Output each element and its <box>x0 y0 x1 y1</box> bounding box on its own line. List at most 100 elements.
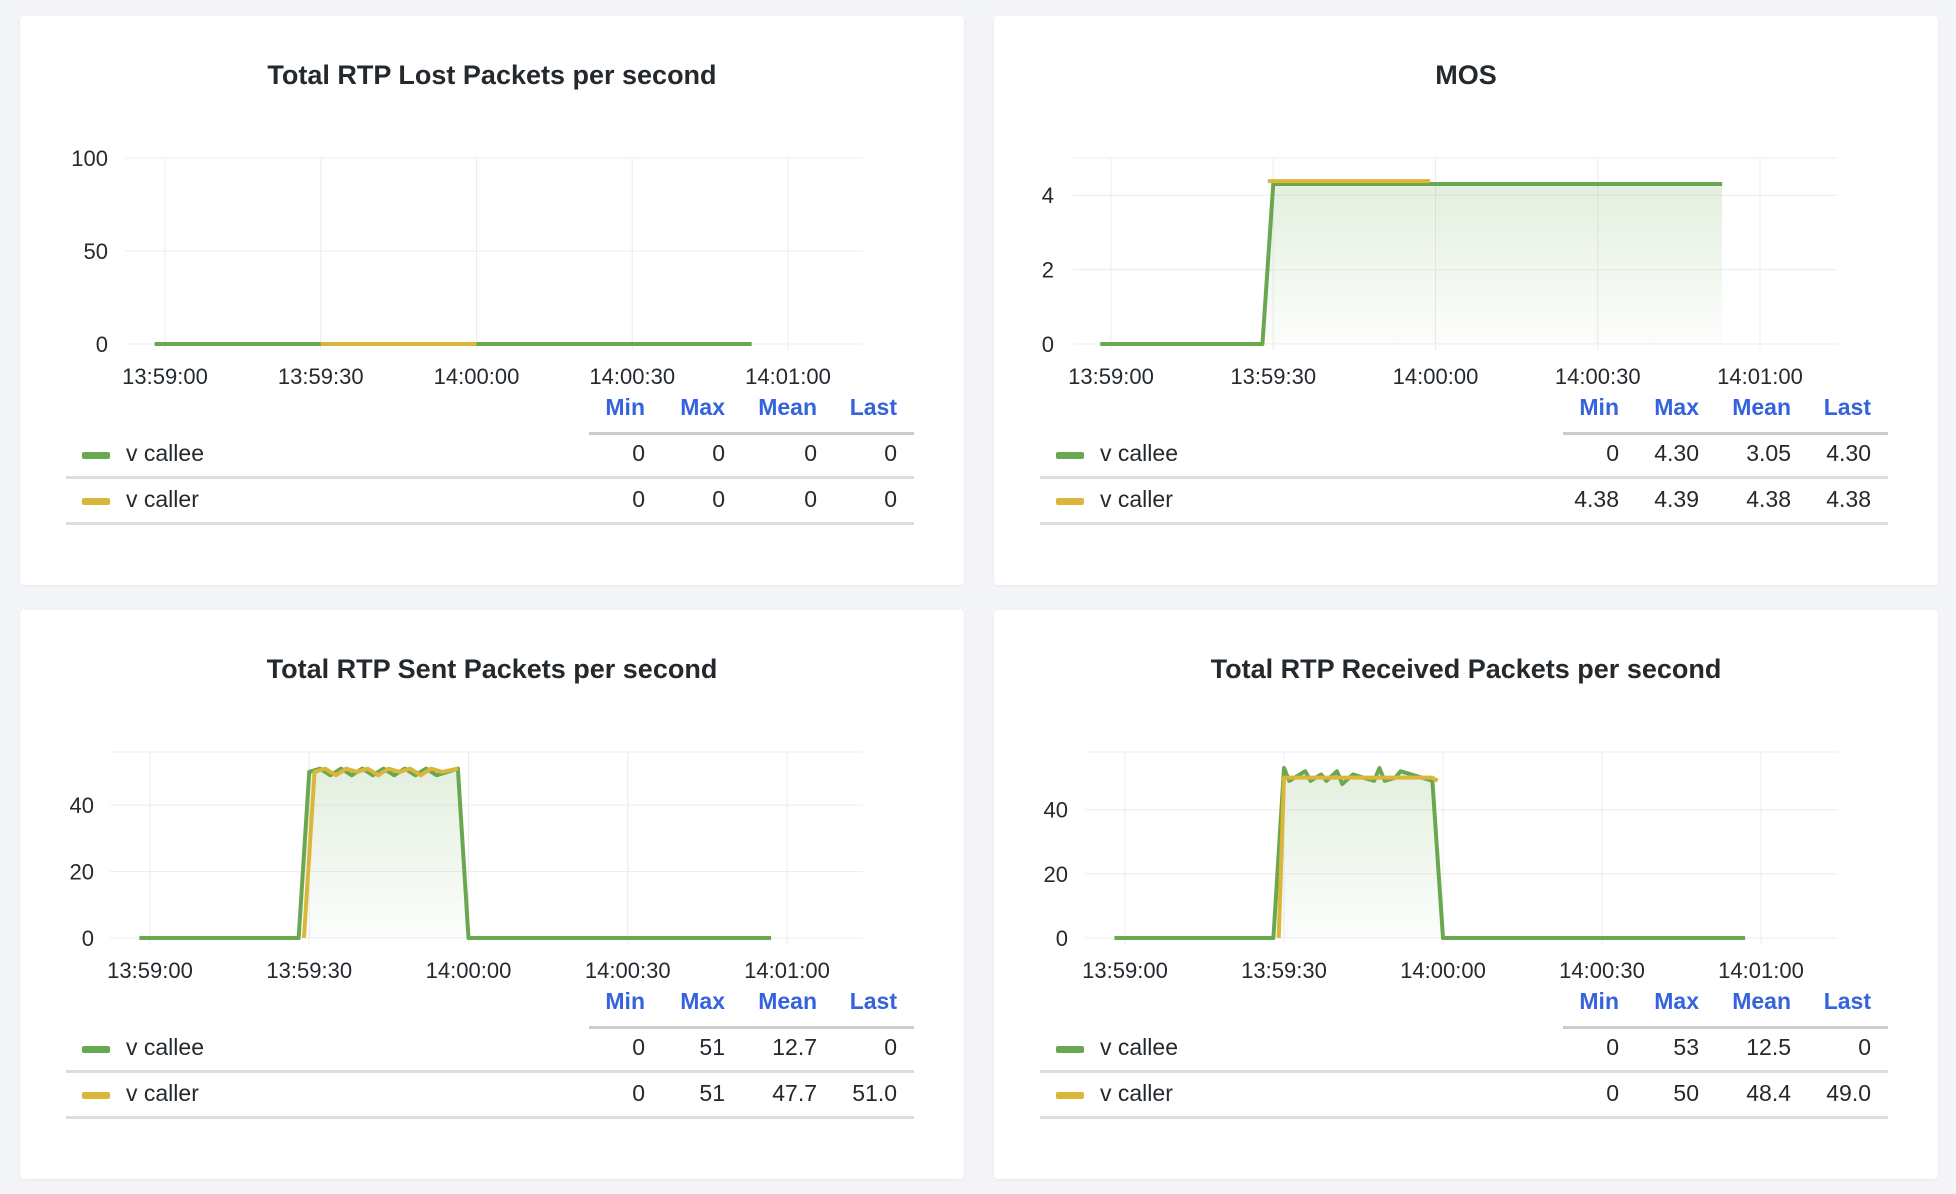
series-name[interactable]: v callee <box>1100 1034 1178 1060</box>
legend-row[interactable]: v callee 0 51 12.7 0 <box>66 1026 914 1073</box>
legend-row[interactable]: v callee 0 0 0 0 <box>66 432 914 479</box>
series-color-swatch[interactable] <box>1056 498 1084 505</box>
series-name[interactable]: v caller <box>126 486 199 512</box>
y-tick-label: 100 <box>71 146 108 171</box>
legend-header-max[interactable]: Max <box>1654 988 1699 1014</box>
legend-header-max[interactable]: Max <box>1654 394 1699 420</box>
legend-row[interactable]: v caller 4.38 4.39 4.38 4.38 <box>1040 478 1888 525</box>
legend-mean-value: 48.4 <box>1746 1080 1791 1106</box>
legend-row[interactable]: v caller 0 0 0 0 <box>66 478 914 525</box>
legend-min-value: 0 <box>632 440 645 466</box>
legend-min-value: 0 <box>632 1080 645 1106</box>
x-tick-label: 13:59:00 <box>1068 364 1154 389</box>
series-name[interactable]: v callee <box>126 440 204 466</box>
legend-max-value: 51 <box>699 1034 725 1060</box>
y-tick-label: 4 <box>1042 183 1054 208</box>
series-line-v-caller[interactable] <box>1276 775 1439 939</box>
legend-last-value: 0 <box>884 486 897 512</box>
series-color-swatch[interactable] <box>1056 1046 1084 1053</box>
panel-title[interactable]: Total RTP Sent Packets per second <box>266 654 718 684</box>
legend-max-value: 51 <box>699 1080 725 1106</box>
x-tick-label: 13:59:00 <box>1082 958 1168 983</box>
series-line-v-caller[interactable] <box>301 766 459 939</box>
legend-max-value: 4.39 <box>1654 486 1699 512</box>
x-tick-label: 14:00:30 <box>1555 364 1641 389</box>
legend-header-min[interactable]: Min <box>1579 394 1619 420</box>
series-area-v-callee <box>1100 184 1723 344</box>
legend-header-min[interactable]: Min <box>605 988 645 1014</box>
legend-last-value: 49.0 <box>1826 1080 1871 1106</box>
legend-header: Min Max Mean Last <box>1563 988 1888 1029</box>
legend-min-value: 0 <box>1606 440 1619 466</box>
series-name[interactable]: v caller <box>1100 1080 1173 1106</box>
x-tick-label: 14:00:00 <box>434 364 520 389</box>
legend-row[interactable]: v callee 0 53 12.5 0 <box>1040 1026 1888 1073</box>
legend-last-value: 0 <box>1858 1034 1871 1060</box>
series-color-swatch[interactable] <box>82 452 110 459</box>
series-area-v-callee <box>139 768 772 938</box>
legend-min-value: 0 <box>1606 1080 1619 1106</box>
series-line-v-callee[interactable] <box>1100 182 1723 346</box>
legend-max-value: 0 <box>712 486 725 512</box>
legend-mean-value: 0 <box>804 440 817 466</box>
x-tick-label: 14:01:00 <box>1718 958 1804 983</box>
panel-title[interactable]: Total RTP Lost Packets per second <box>267 60 717 90</box>
legend-header-last[interactable]: Last <box>1823 988 1871 1014</box>
y-tick-label: 0 <box>1056 926 1068 951</box>
series-color-swatch[interactable] <box>82 1046 110 1053</box>
series-color-swatch[interactable] <box>82 1092 110 1099</box>
x-tick-label: 14:01:00 <box>745 364 831 389</box>
legend-header-mean[interactable]: Mean <box>1732 394 1791 420</box>
series-name[interactable]: v caller <box>126 1080 199 1106</box>
y-tick-label: 0 <box>1042 332 1054 357</box>
legend-header-last[interactable]: Last <box>849 988 897 1014</box>
panel-title[interactable]: Total RTP Received Packets per second <box>1210 654 1722 684</box>
legend-header-min[interactable]: Min <box>605 394 645 420</box>
series-area-v-callee <box>1114 768 1746 938</box>
legend-max-value: 53 <box>1673 1034 1699 1060</box>
y-tick-label: 40 <box>1044 798 1068 823</box>
legend-header-max[interactable]: Max <box>680 394 725 420</box>
x-tick-label: 13:59:30 <box>1241 958 1327 983</box>
y-tick-label: 20 <box>1044 862 1068 887</box>
series-color-swatch[interactable] <box>1056 452 1084 459</box>
legend-row[interactable]: v caller 0 51 47.7 51.0 <box>66 1072 914 1119</box>
legend-min-value: 0 <box>632 1034 645 1060</box>
legend-mean-value: 12.7 <box>772 1034 817 1060</box>
x-tick-label: 14:00:30 <box>1559 958 1645 983</box>
x-tick-label: 13:59:30 <box>1230 364 1316 389</box>
legend-mean-value: 0 <box>804 486 817 512</box>
x-tick-label: 14:00:30 <box>585 958 671 983</box>
y-tick-label: 50 <box>84 239 108 264</box>
legend-header-min[interactable]: Min <box>1579 988 1619 1014</box>
legend-mean-value: 12.5 <box>1746 1034 1791 1060</box>
panel-title[interactable]: MOS <box>1435 60 1497 90</box>
panel-sent: Total RTP Sent Packets per second 0 20 40 13… <box>20 610 964 1179</box>
legend-header-mean[interactable]: Mean <box>758 988 817 1014</box>
series-color-swatch[interactable] <box>1056 1092 1084 1099</box>
legend-max-value: 50 <box>1673 1080 1699 1106</box>
legend-last-value: 4.30 <box>1826 440 1871 466</box>
series-name[interactable]: v callee <box>126 1034 204 1060</box>
legend-last-value: 4.38 <box>1826 486 1871 512</box>
y-tick-label: 20 <box>70 860 94 885</box>
legend-row[interactable]: v caller 0 50 48.4 49.0 <box>1040 1072 1888 1119</box>
series-color-swatch[interactable] <box>82 498 110 505</box>
legend-row[interactable]: v callee 0 4.30 3.05 4.30 <box>1040 432 1888 479</box>
legend-min-value: 4.38 <box>1574 486 1619 512</box>
legend-last-value: 51.0 <box>852 1080 897 1106</box>
legend-header-mean[interactable]: Mean <box>758 394 817 420</box>
y-tick-label: 0 <box>96 332 108 357</box>
legend-header-last[interactable]: Last <box>849 394 897 420</box>
x-tick-label: 14:00:00 <box>1400 958 1486 983</box>
legend-header: Min Max Mean Last <box>589 394 914 435</box>
chart: 0 20 40 13:59:00 13:59:30 14:00:00 14:00:30 14:… <box>1044 751 1837 983</box>
series-name[interactable]: v caller <box>1100 486 1173 512</box>
series-name[interactable]: v callee <box>1100 440 1178 466</box>
legend-header-last[interactable]: Last <box>1823 394 1871 420</box>
legend-header-max[interactable]: Max <box>680 988 725 1014</box>
x-tick-label: 14:00:00 <box>426 958 512 983</box>
legend-header: Min Max Mean Last <box>1563 394 1888 435</box>
legend-header-mean[interactable]: Mean <box>1732 988 1791 1014</box>
y-tick-label: 2 <box>1042 258 1054 283</box>
